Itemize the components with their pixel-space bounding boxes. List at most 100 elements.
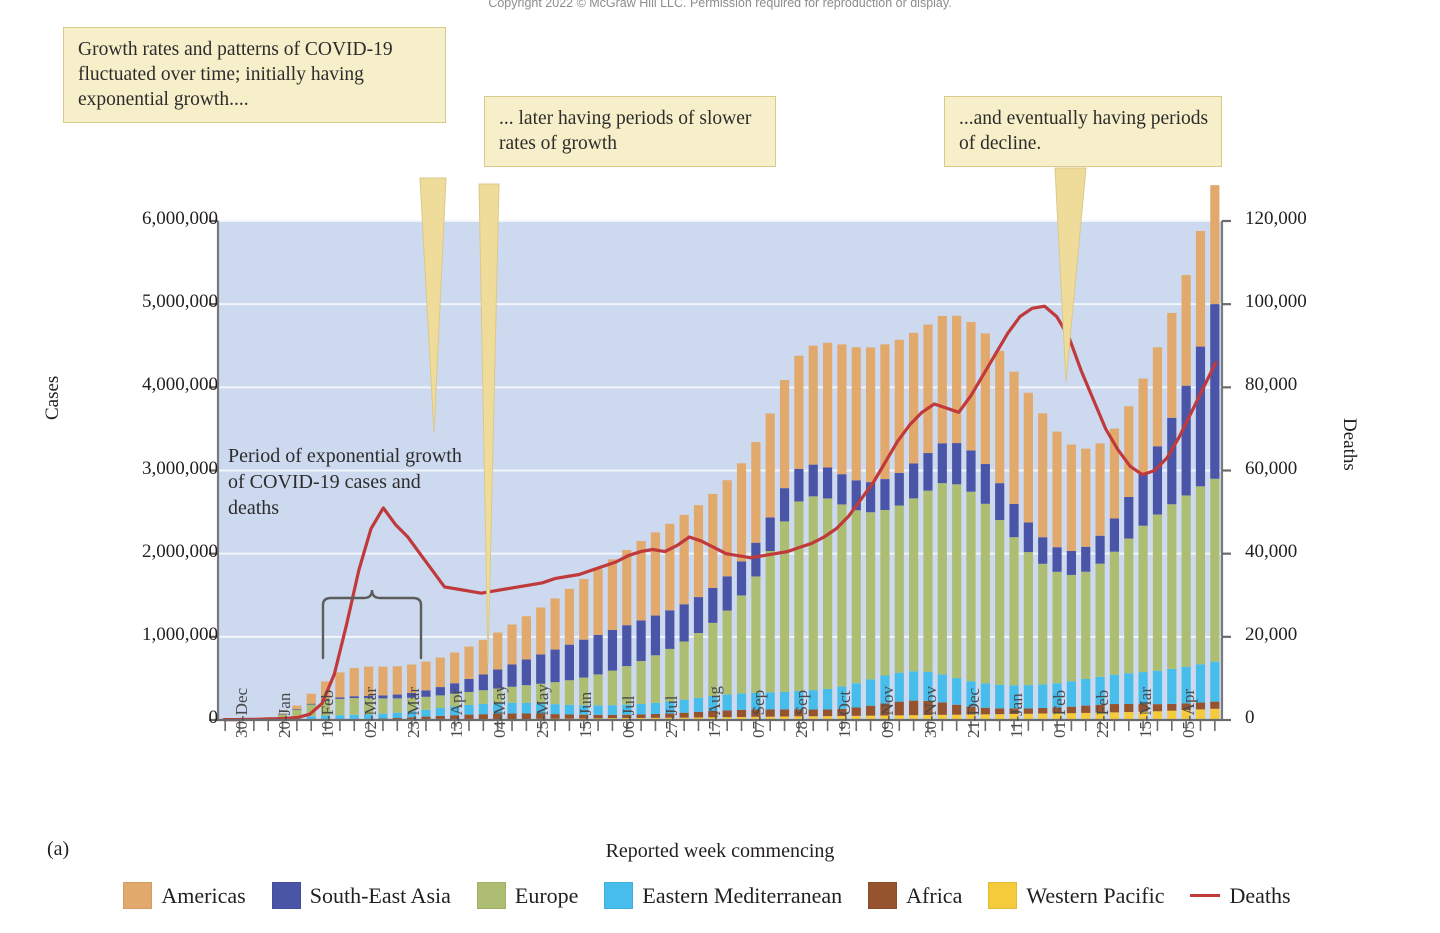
bar-segment [1138, 525, 1148, 673]
bar-segment [536, 654, 546, 684]
bar-segment [1167, 504, 1177, 669]
x-axis-tick-label: 27-Jul [662, 695, 682, 739]
callout-decline: ...and eventually having periods of decl… [944, 96, 1222, 167]
bar-segment [679, 641, 689, 700]
legend-item-western-pacific[interactable]: Western Pacific [988, 882, 1164, 909]
bar-segment [822, 467, 833, 499]
bar-segment [765, 551, 775, 693]
exponential-growth-note: Period of exponential growth of COVID-19… [228, 445, 462, 519]
bar-segment [1124, 406, 1134, 497]
bar-segment [966, 681, 976, 707]
bar-segment [1195, 664, 1206, 703]
x-axis-tick-label: 02-Mar [361, 687, 381, 738]
bar-segment [665, 717, 675, 720]
bar-segment [1195, 230, 1206, 347]
bar-segment [1124, 673, 1134, 704]
bar-segment [708, 717, 718, 720]
bar-segment [751, 716, 761, 720]
bar-segment [536, 607, 546, 655]
bar-segment [1210, 708, 1220, 720]
bar-segment [1109, 704, 1120, 713]
bar-segment [421, 661, 431, 691]
bar-segment [378, 713, 388, 719]
y-axis-left-tick-label: 0 [208, 707, 219, 728]
bar-segment [1181, 275, 1191, 386]
bar-segment [1210, 185, 1220, 305]
legend-item-africa[interactable]: Africa [868, 882, 962, 909]
legend-item-europe[interactable]: Europe [476, 882, 578, 909]
legend-item-deaths[interactable]: Deaths [1190, 882, 1291, 909]
bar-segment [722, 710, 732, 718]
bar-segment [378, 698, 388, 714]
bar-segment [1052, 571, 1062, 684]
bar-segment [851, 683, 861, 708]
bar-segment [1152, 711, 1163, 720]
bar-segment [392, 698, 402, 713]
bar-segment [636, 541, 646, 621]
bar-segment [966, 321, 976, 451]
bar-segment [894, 339, 904, 473]
bar-segment [765, 413, 775, 518]
bar-segment [579, 639, 589, 678]
bar-segment [407, 711, 417, 718]
bar-segment [923, 490, 933, 672]
callout-pointers [419, 167, 1087, 664]
legend-item-americas[interactable]: Americas [123, 882, 246, 909]
bar-segment [794, 709, 804, 717]
bar-segment [952, 704, 962, 715]
bar-segment [464, 678, 474, 692]
legend-label: Deaths [1229, 882, 1291, 908]
bar-segment [1066, 706, 1076, 714]
bar-segment [1081, 448, 1091, 547]
bar-segment [679, 717, 689, 720]
bar-segment [435, 695, 445, 709]
bar-segment [593, 634, 603, 675]
bar-segment [507, 713, 517, 720]
bar-segment [693, 633, 704, 698]
bar-segment [937, 702, 947, 715]
bar-segment [880, 675, 890, 704]
x-axis-tick-label: 05-Apr [1178, 688, 1198, 738]
bar-segment [1167, 710, 1177, 720]
bar-segment [708, 493, 718, 588]
bar-segment [937, 714, 947, 720]
bar-segment [450, 693, 460, 707]
bar-segment [564, 714, 574, 719]
legend-color-swatch [123, 882, 153, 909]
bar-segment [421, 690, 431, 697]
bar-segment [650, 714, 661, 718]
bar-segment [1109, 428, 1120, 519]
legend-label: Eastern Mediterranean [642, 882, 843, 908]
bar-segment [1152, 704, 1163, 712]
bar-segment [1023, 685, 1033, 709]
bar-segment [1009, 537, 1019, 686]
bar-segment [851, 510, 861, 684]
bar-segment [1195, 702, 1206, 710]
bar-segment [493, 688, 503, 704]
legend-item-south-east-asia[interactable]: South-East Asia [271, 882, 451, 909]
bar-segment [808, 345, 818, 465]
bar-segment [808, 716, 818, 720]
bar-segment [1195, 346, 1206, 487]
bar-segment [478, 690, 488, 704]
bar-segment [349, 714, 359, 720]
bar-segment [378, 695, 388, 699]
y-axis-left-tick-label: 1,000,000 [142, 623, 218, 645]
bar-segment [1052, 431, 1062, 548]
y-axis-right-tick-label: 20,000 [1245, 623, 1298, 645]
bar-segment [1081, 712, 1091, 720]
bar-segment [693, 697, 704, 712]
bar-segment [966, 491, 976, 682]
bar-segment [1181, 385, 1191, 496]
bar-segment [435, 657, 445, 688]
bar-segment [1066, 444, 1076, 552]
bar-segment [464, 691, 474, 705]
bar-segment [478, 639, 488, 675]
bar-segment [607, 559, 618, 631]
bar-segment [1066, 713, 1076, 720]
bar-segment [593, 705, 603, 715]
legend-item-eastern-mediterranean[interactable]: Eastern Mediterranean [604, 882, 842, 909]
x-axis-tick-label: 07-Sep [748, 689, 768, 738]
bar-segment [837, 708, 847, 717]
bar-segment [1038, 684, 1048, 709]
